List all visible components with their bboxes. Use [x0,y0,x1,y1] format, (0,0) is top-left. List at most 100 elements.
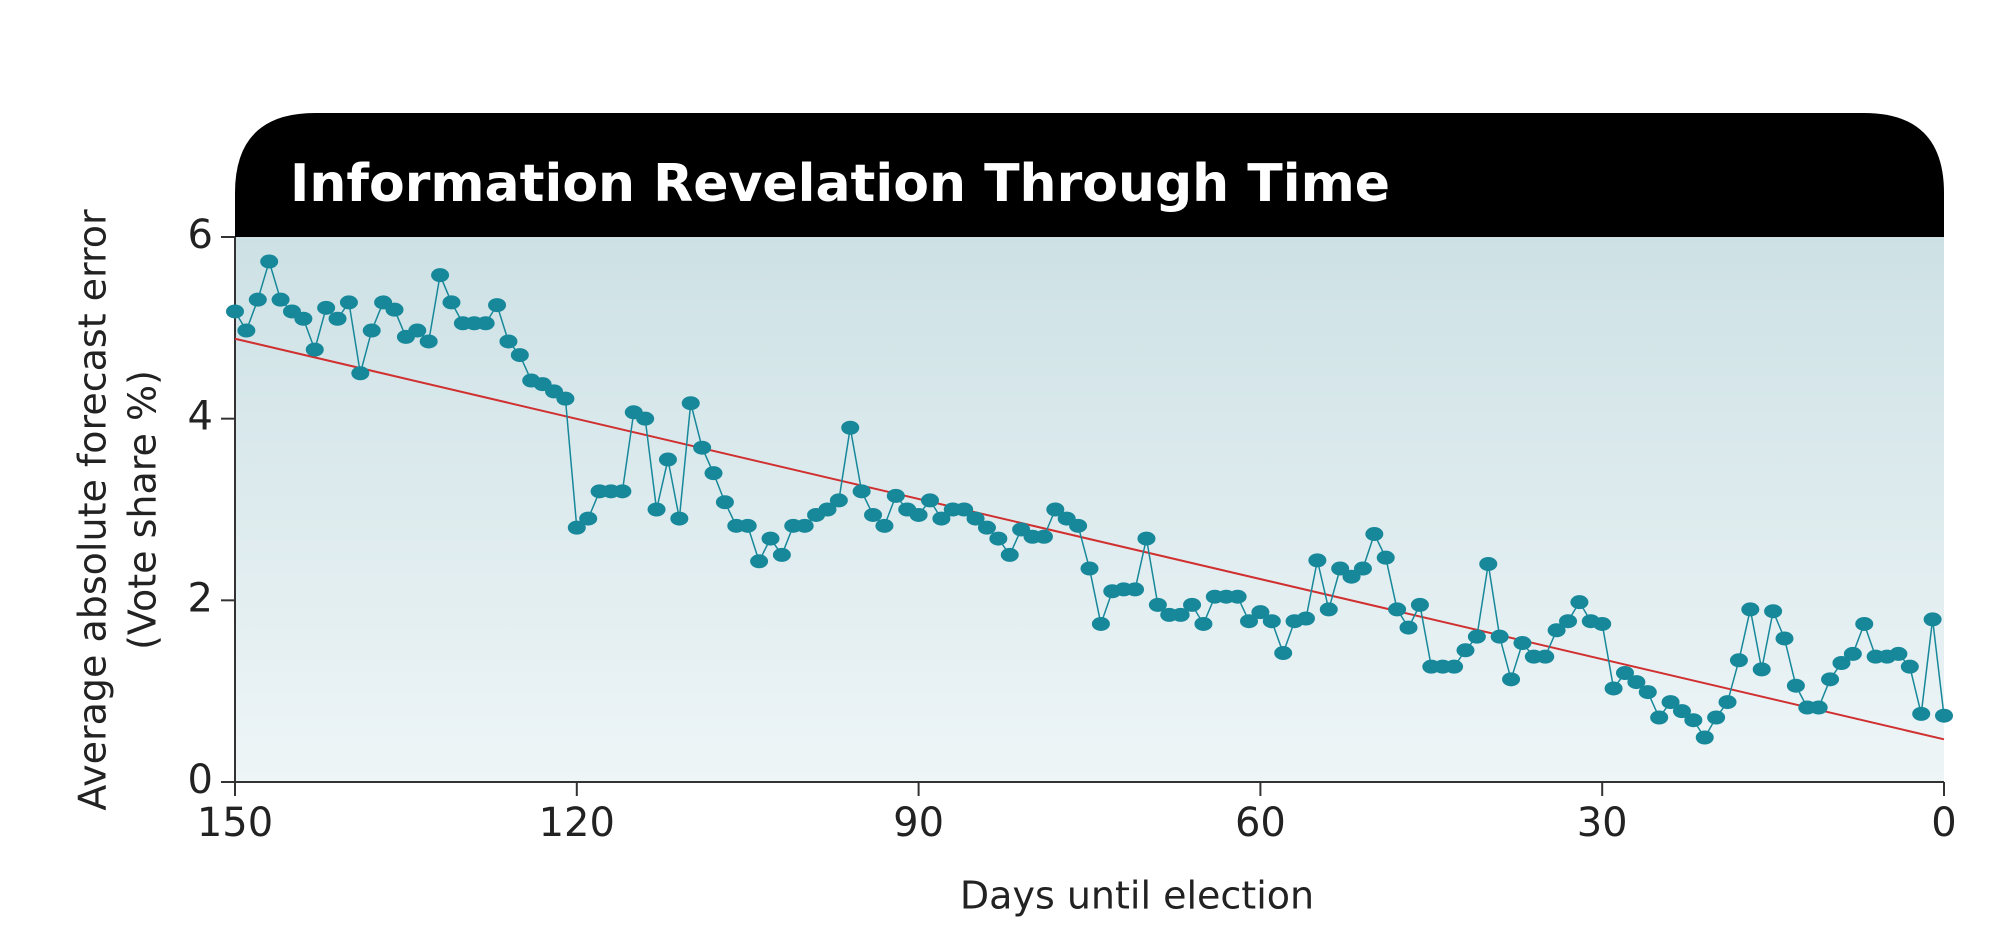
data-point [294,311,313,326]
data-point [1251,605,1270,620]
data-point [1707,710,1726,725]
data-point [613,484,632,499]
data-point [989,531,1008,546]
data-point [1843,646,1862,661]
data-point [442,295,461,310]
data-point [1171,607,1190,622]
data-point [681,396,700,411]
data-point [1467,629,1486,644]
data-point [1604,681,1623,696]
title-band [235,113,1944,237]
data-point [1832,656,1851,671]
data-point [1718,695,1737,710]
data-point [1091,616,1110,631]
data-point [305,342,324,357]
data-point [772,547,791,562]
data-point [1308,553,1327,568]
data-point [647,502,666,517]
data-point [658,452,677,467]
data-point [1650,710,1669,725]
data-point [1684,713,1703,728]
data-point [955,502,974,517]
data-point [909,507,928,522]
y-tick-label: 6 [188,212,213,258]
data-point [419,334,438,349]
data-point [1183,597,1202,612]
data-point [1490,629,1509,644]
data-point [818,502,837,517]
data-point [738,518,757,533]
data-point [1262,614,1281,629]
data-point [1741,602,1760,617]
data-point [1365,527,1384,542]
data-point [1126,582,1145,597]
data-point [1388,602,1407,617]
data-point [1889,646,1908,661]
data-point [237,323,256,338]
data-point [966,511,985,526]
data-point [704,466,723,481]
data-point [1672,704,1691,719]
data-point [875,518,894,533]
data-point [1296,611,1315,626]
data-point [1729,653,1748,668]
y-tick-label: 0 [188,757,213,803]
data-point [1137,531,1156,546]
data-point [226,304,244,319]
data-point [1319,602,1338,617]
data-point [431,268,450,283]
data-point [1593,616,1612,631]
data-point [488,298,507,313]
data-point [1775,631,1794,646]
data-point [1410,597,1429,612]
data-point [1638,685,1657,700]
data-point [1046,502,1065,517]
data-point [1786,678,1805,693]
data-point [1331,561,1350,576]
data-point [385,302,404,317]
data-point [841,420,860,435]
data-point [977,520,996,535]
data-point [1502,672,1521,687]
data-point [1536,649,1555,664]
data-point [510,348,529,363]
data-point [317,300,336,315]
data-point [1445,659,1464,674]
data-point [693,440,712,455]
data-point [852,484,871,499]
data-point [1615,666,1634,680]
data-point [1935,708,1953,723]
x-tick-label: 150 [197,800,273,846]
x-tick-label: 60 [1235,800,1286,846]
data-point [1661,695,1680,710]
data-point [499,334,518,349]
data-point [476,316,495,331]
trend-line [234,337,1945,741]
data-point [1274,646,1293,661]
data-point [750,554,769,569]
data-point [1353,561,1372,576]
data-point [1456,643,1475,658]
x-axis-label: Days until election [960,874,1314,918]
x-tick-label: 120 [539,800,615,846]
x-tick-label: 0 [1931,800,1956,846]
data-point [1547,623,1566,638]
data-point [1855,616,1874,631]
data-point [1376,550,1395,565]
data-point [886,488,905,503]
data-point [1809,700,1828,715]
y-tick-label: 2 [188,575,213,621]
data-point [351,366,370,381]
data-point [864,507,883,522]
data-point [1570,595,1589,610]
chart-title: Information Revelation Through Time [290,154,1390,214]
data-point [795,518,814,533]
data-point [761,531,780,546]
data-point [1148,597,1167,612]
data-point [829,493,848,508]
y-axis-label: Average absolute forecast error [71,209,115,811]
data-point [248,292,267,307]
data-point [362,323,381,338]
